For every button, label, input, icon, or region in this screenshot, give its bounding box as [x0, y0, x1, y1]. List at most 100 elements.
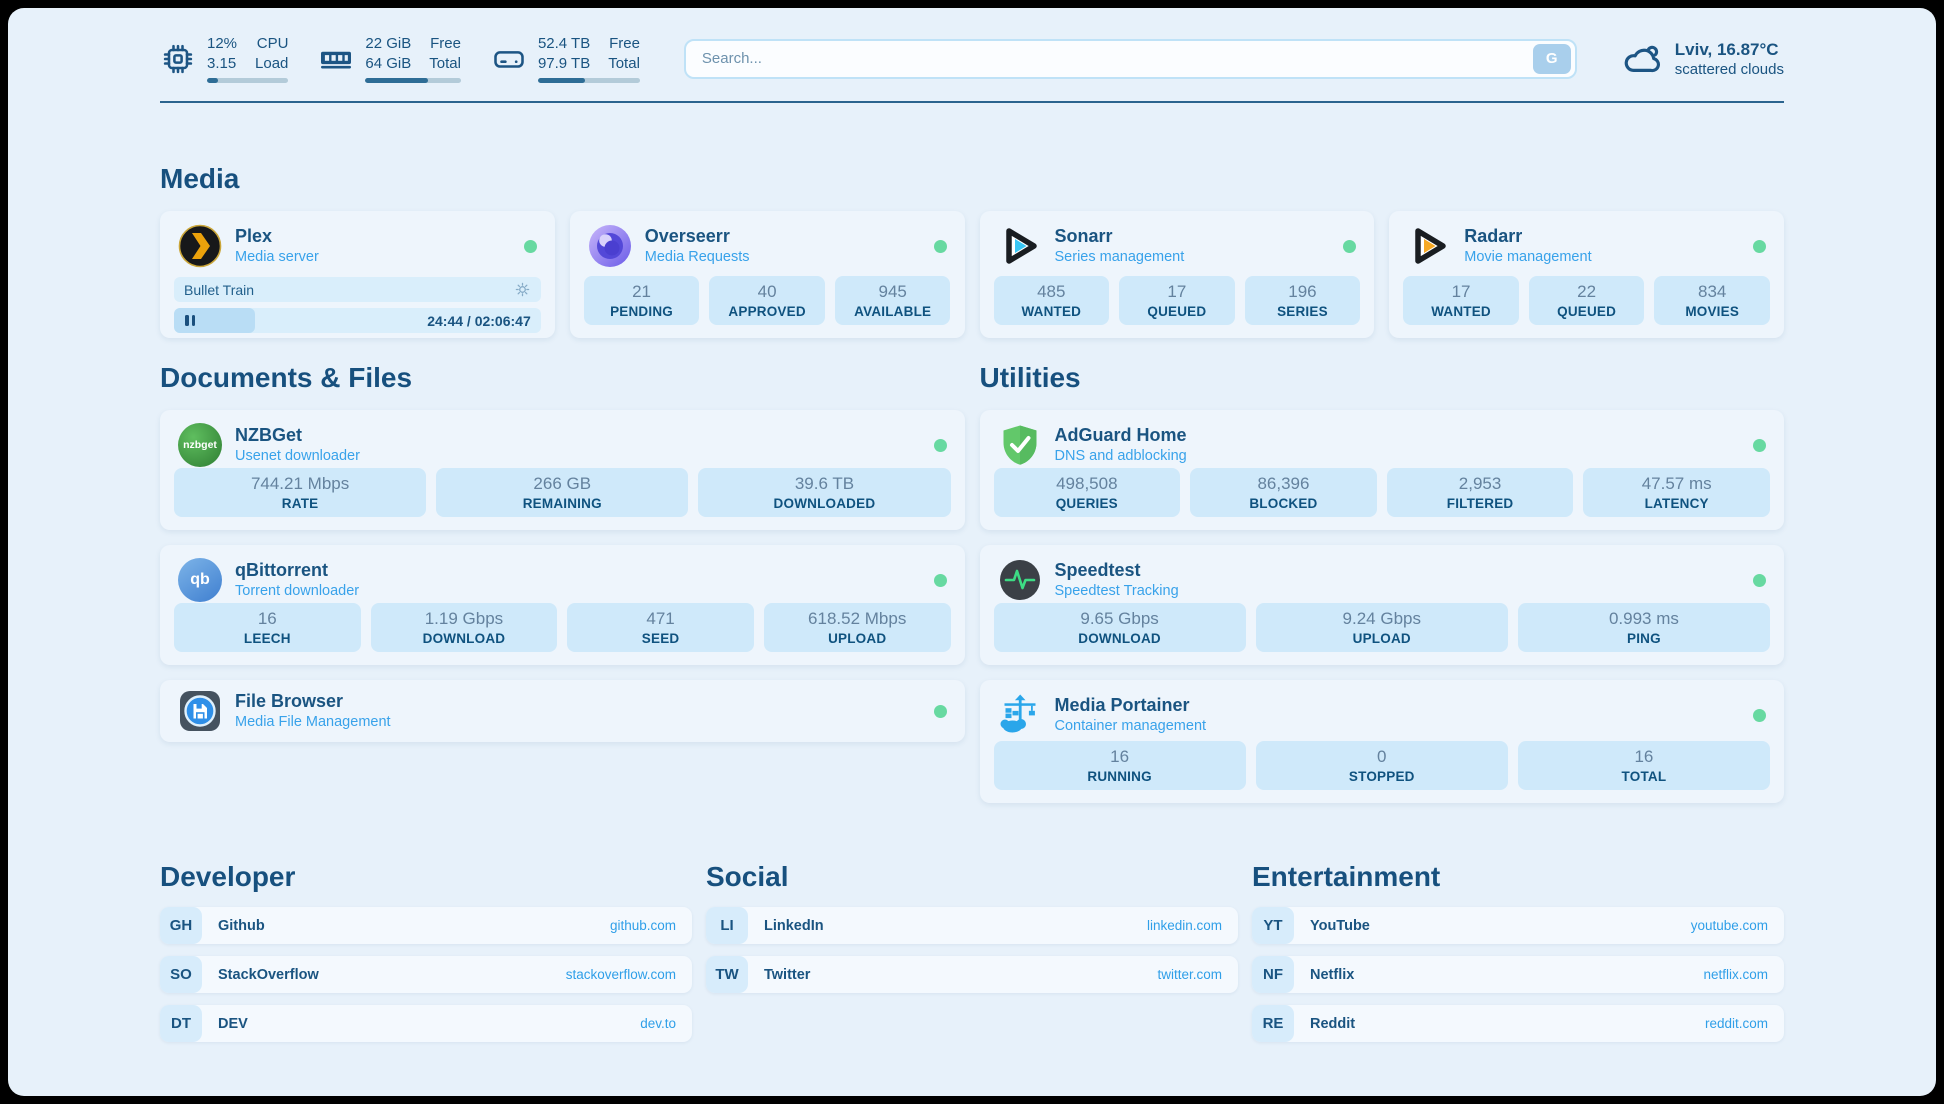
disk-total-value: 97.9 TB [537, 54, 591, 72]
speedtest-icon [999, 560, 1040, 600]
bookmark-name: Reddit [1310, 1015, 1356, 1032]
app-name: Sonarr [1054, 226, 1113, 247]
disk-widget: 52.4 TB Free 97.9 TB Total [491, 34, 640, 83]
disk-progress-bar [537, 78, 640, 83]
cpu-load-label: Load [255, 54, 289, 72]
stat-queued: 17 QUEUED [1119, 276, 1235, 325]
dashboard: 12% CPU 3.15 Load 22 GiB Free 64 GiB [8, 8, 1936, 1096]
section-title-utilities: Utilities [979, 362, 1081, 393]
plex-card[interactable]: Plex Media server Bullet Train [160, 211, 555, 338]
memory-free-label: Free [430, 35, 461, 52]
portainer-card[interactable]: Media Portainer Container management 16 R… [979, 680, 1784, 803]
stat-seed: 471 SEED [567, 603, 754, 652]
stat-downloaded: 39.6 TB DOWNLOADED [698, 468, 951, 517]
bookmark-stackoverflow[interactable]: SO StackOverflow stackoverflow.com [160, 956, 692, 993]
stat-latency: 47.57 ms LATENCY [1583, 468, 1770, 517]
stat-upload: 9.24 Gbps UPLOAD [1255, 603, 1508, 652]
status-dot [933, 704, 947, 718]
bookmark-url: twitter.com [1157, 967, 1222, 982]
stat-series: 196 SERIES [1244, 276, 1361, 325]
bookmark-linkedin[interactable]: LI LinkedIn linkedin.com [706, 907, 1238, 944]
stat-upload: 618.52 Mbps UPLOAD [763, 603, 951, 652]
stat-movies: 834 MOVIES [1654, 276, 1770, 325]
bookmark-url: reddit.com [1704, 1016, 1768, 1031]
bookmark-name: LinkedIn [764, 917, 824, 934]
bookmark-twitter[interactable]: TW Twitter twitter.com [706, 956, 1238, 993]
settings-gear-icon[interactable] [514, 281, 531, 298]
app-subtitle: Series management [1054, 248, 1185, 265]
bookmark-abbr: YT [1252, 907, 1294, 944]
stat-blocked: 86,396 BLOCKED [1190, 468, 1377, 517]
bookmark-abbr: GH [160, 907, 202, 944]
bookmark-dev[interactable]: DT DEV dev.to [160, 1005, 692, 1042]
stat-wanted: 485 WANTED [993, 276, 1110, 325]
bookmark-name: StackOverflow [218, 966, 319, 983]
pause-icon [185, 315, 195, 326]
bookmark-abbr: SO [160, 956, 202, 993]
app-subtitle: Torrent downloader [235, 582, 360, 599]
search-input[interactable] [701, 50, 1533, 67]
app-name: NZBGet [235, 425, 302, 446]
status-dot [523, 239, 537, 253]
bookmark-abbr: RE [1252, 1005, 1294, 1042]
bookmark-abbr: TW [706, 956, 748, 993]
app-subtitle: Media Requests [644, 248, 750, 265]
radarr-card[interactable]: Radarr Movie management 17 WANTED 22 QUEUE… [1389, 211, 1784, 338]
adguard-card[interactable]: AdGuard Home DNS and adblocking 498,508 Q… [979, 410, 1784, 530]
bookmark-netflix[interactable]: NF Netflix netflix.com [1252, 956, 1784, 993]
bookmark-url: netflix.com [1703, 967, 1768, 982]
bookmark-name: DEV [218, 1015, 248, 1032]
now-playing-widget: Bullet Train 24:44 / 02:06:47 [160, 268, 555, 346]
overseerr-icon [588, 225, 631, 267]
section-title-documents: Documents & Files [160, 362, 413, 393]
cpu-load-value: 3.15 [207, 54, 237, 72]
weather-condition: scattered clouds [1674, 60, 1784, 78]
search-bar[interactable]: G [683, 38, 1577, 79]
disk-free-value: 52.4 TB [537, 35, 591, 52]
app-subtitle: Container management [1054, 717, 1207, 734]
bookmark-name: Netflix [1310, 966, 1355, 983]
bookmark-name: YouTube [1310, 917, 1370, 934]
stat-download: 9.65 Gbps DOWNLOAD [993, 603, 1246, 652]
speedtest-card[interactable]: Speedtest Speedtest Tracking 9.65 Gbps DO… [979, 545, 1784, 665]
bookmark-github[interactable]: GH Github github.com [160, 907, 692, 944]
stat-pending: 21 PENDING [583, 276, 700, 325]
memory-progress-bar [365, 78, 461, 83]
stat-total: 16 TOTAL [1517, 741, 1771, 790]
sonarr-card[interactable]: Sonarr Series management 485 WANTED 17 QUE… [979, 211, 1375, 338]
media-card-row: Plex Media server Bullet Train [160, 211, 1784, 338]
stat-rate: 744.21 Mbps RATE [174, 468, 427, 517]
overseerr-card[interactable]: Overseerr Media Requests 21 PENDING 40 APP… [569, 211, 965, 338]
bookmark-url: youtube.com [1690, 918, 1768, 933]
app-subtitle: Usenet downloader [235, 447, 360, 464]
app-subtitle: Media server [235, 248, 319, 265]
cpu-progress-bar [207, 78, 289, 83]
ram-icon [321, 51, 352, 68]
app-subtitle: Speedtest Tracking [1054, 582, 1179, 599]
section-title-entertainment: Entertainment [1252, 861, 1441, 892]
app-name: Speedtest [1054, 560, 1141, 581]
playback-progress-bar[interactable]: 24:44 / 02:06:47 [174, 308, 541, 333]
stat-download: 1.19 Gbps DOWNLOAD [370, 603, 558, 652]
qbittorrent-card[interactable]: qb qBittorrent Torrent downloader 16 LEEC… [160, 545, 965, 665]
status-dot [933, 239, 947, 253]
disk-free-label: Free [609, 35, 640, 52]
app-name: qBittorrent [235, 560, 328, 581]
memory-free-value: 22 GiB [365, 35, 412, 52]
stat-queries: 498,508 QUERIES [993, 468, 1181, 517]
bookmark-reddit[interactable]: RE Reddit reddit.com [1252, 1005, 1784, 1042]
section-title-social: Social [706, 861, 789, 892]
nzbget-card[interactable]: nzbget NZBGet Usenet downloader 744.21 M… [160, 410, 965, 530]
weather-widget: Lviv, 16.87°C scattered clouds [1621, 38, 1784, 80]
bookmark-name: Twitter [764, 966, 811, 983]
cpu-chip-icon [163, 44, 193, 73]
app-name: AdGuard Home [1054, 425, 1187, 446]
bookmark-youtube[interactable]: YT YouTube youtube.com [1252, 907, 1784, 944]
filebrowser-icon [180, 691, 220, 731]
app-name: File Browser [235, 691, 344, 712]
search-engine-button[interactable]: G [1532, 43, 1571, 74]
memory-total-label: Total [429, 54, 461, 72]
filebrowser-card[interactable]: File Browser Media File Management [160, 680, 965, 742]
cpu-widget: 12% CPU 3.15 Load [160, 34, 289, 83]
stat-filtered: 2,953 FILTERED [1386, 468, 1574, 517]
